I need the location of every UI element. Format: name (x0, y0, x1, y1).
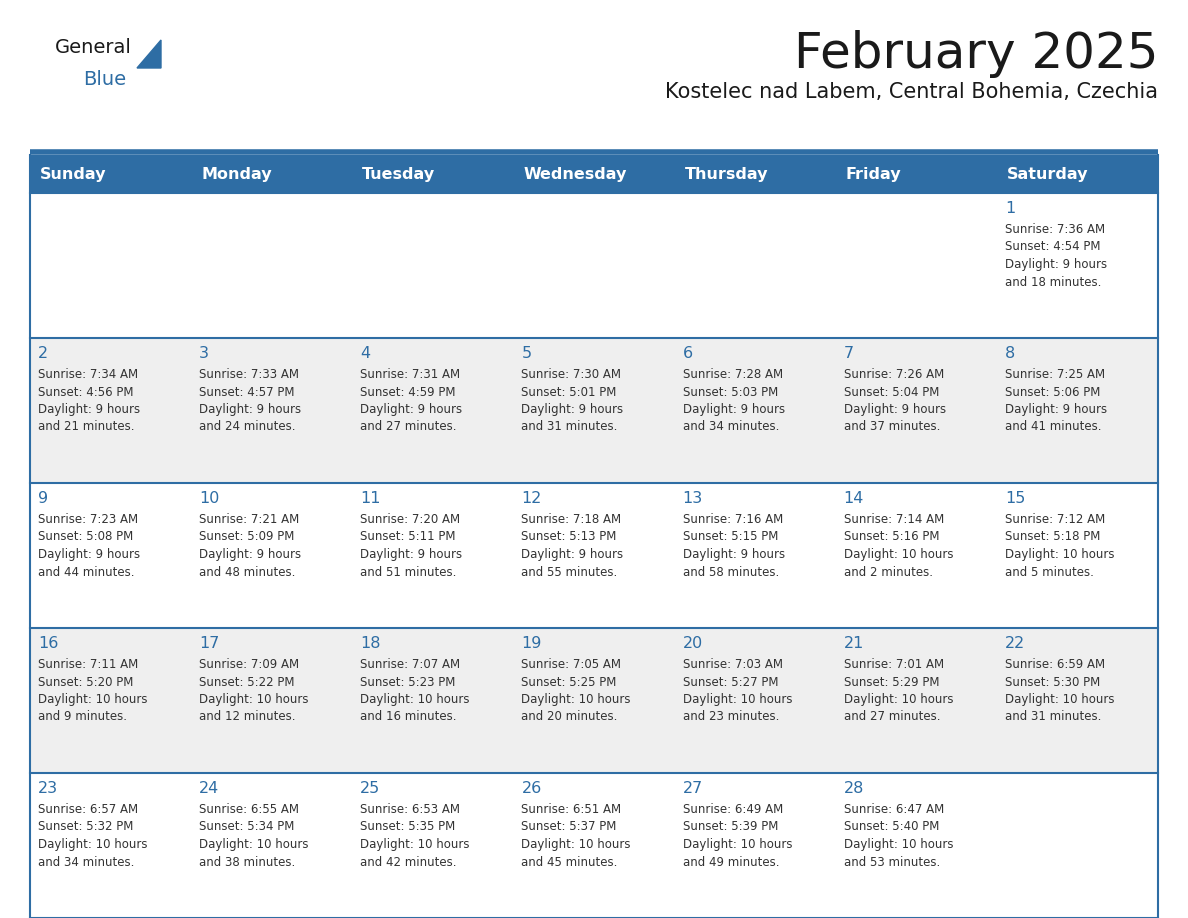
Text: Sunrise: 7:31 AM
Sunset: 4:59 PM
Daylight: 9 hours
and 27 minutes.: Sunrise: 7:31 AM Sunset: 4:59 PM Dayligh… (360, 368, 462, 433)
Text: Sunrise: 7:09 AM
Sunset: 5:22 PM
Daylight: 10 hours
and 12 minutes.: Sunrise: 7:09 AM Sunset: 5:22 PM Dayligh… (200, 658, 309, 723)
Text: 11: 11 (360, 491, 381, 506)
Text: 1: 1 (1005, 201, 1015, 216)
Text: Sunrise: 6:51 AM
Sunset: 5:37 PM
Daylight: 10 hours
and 45 minutes.: Sunrise: 6:51 AM Sunset: 5:37 PM Dayligh… (522, 803, 631, 868)
Text: 28: 28 (843, 781, 864, 796)
Text: Sunrise: 7:20 AM
Sunset: 5:11 PM
Daylight: 9 hours
and 51 minutes.: Sunrise: 7:20 AM Sunset: 5:11 PM Dayligh… (360, 513, 462, 578)
Text: 23: 23 (38, 781, 58, 796)
Text: Sunrise: 7:05 AM
Sunset: 5:25 PM
Daylight: 10 hours
and 20 minutes.: Sunrise: 7:05 AM Sunset: 5:25 PM Dayligh… (522, 658, 631, 723)
Text: Monday: Monday (201, 166, 272, 182)
Text: 19: 19 (522, 636, 542, 651)
Text: 3: 3 (200, 346, 209, 361)
Text: 25: 25 (360, 781, 380, 796)
Text: 2: 2 (38, 346, 49, 361)
Bar (30, 155, 1158, 193)
Text: Sunrise: 7:30 AM
Sunset: 5:01 PM
Daylight: 9 hours
and 31 minutes.: Sunrise: 7:30 AM Sunset: 5:01 PM Dayligh… (522, 368, 624, 433)
Text: 24: 24 (200, 781, 220, 796)
Text: Thursday: Thursday (684, 166, 769, 182)
Text: 4: 4 (360, 346, 371, 361)
Text: 12: 12 (522, 491, 542, 506)
Text: Sunrise: 6:49 AM
Sunset: 5:39 PM
Daylight: 10 hours
and 49 minutes.: Sunrise: 6:49 AM Sunset: 5:39 PM Dayligh… (683, 803, 792, 868)
Text: Sunrise: 6:57 AM
Sunset: 5:32 PM
Daylight: 10 hours
and 34 minutes.: Sunrise: 6:57 AM Sunset: 5:32 PM Dayligh… (38, 803, 147, 868)
Text: Blue: Blue (83, 70, 126, 89)
Text: Sunrise: 6:55 AM
Sunset: 5:34 PM
Daylight: 10 hours
and 38 minutes.: Sunrise: 6:55 AM Sunset: 5:34 PM Dayligh… (200, 803, 309, 868)
Text: 14: 14 (843, 491, 864, 506)
Text: Sunrise: 7:14 AM
Sunset: 5:16 PM
Daylight: 10 hours
and 2 minutes.: Sunrise: 7:14 AM Sunset: 5:16 PM Dayligh… (843, 513, 953, 578)
Text: 26: 26 (522, 781, 542, 796)
Text: Sunrise: 7:36 AM
Sunset: 4:54 PM
Daylight: 9 hours
and 18 minutes.: Sunrise: 7:36 AM Sunset: 4:54 PM Dayligh… (1005, 223, 1107, 288)
Text: Sunrise: 7:03 AM
Sunset: 5:27 PM
Daylight: 10 hours
and 23 minutes.: Sunrise: 7:03 AM Sunset: 5:27 PM Dayligh… (683, 658, 792, 723)
Text: Friday: Friday (846, 166, 902, 182)
Text: Kostelec nad Labem, Central Bohemia, Czechia: Kostelec nad Labem, Central Bohemia, Cze… (665, 82, 1158, 102)
Text: 16: 16 (38, 636, 58, 651)
Text: February 2025: February 2025 (794, 30, 1158, 78)
Text: Sunrise: 7:12 AM
Sunset: 5:18 PM
Daylight: 10 hours
and 5 minutes.: Sunrise: 7:12 AM Sunset: 5:18 PM Dayligh… (1005, 513, 1114, 578)
Text: Sunrise: 7:33 AM
Sunset: 4:57 PM
Daylight: 9 hours
and 24 minutes.: Sunrise: 7:33 AM Sunset: 4:57 PM Dayligh… (200, 368, 302, 433)
Bar (30, 483, 1158, 628)
Bar (30, 773, 1158, 918)
Text: Sunrise: 6:59 AM
Sunset: 5:30 PM
Daylight: 10 hours
and 31 minutes.: Sunrise: 6:59 AM Sunset: 5:30 PM Dayligh… (1005, 658, 1114, 723)
Text: Saturday: Saturday (1007, 166, 1088, 182)
Text: Sunrise: 7:23 AM
Sunset: 5:08 PM
Daylight: 9 hours
and 44 minutes.: Sunrise: 7:23 AM Sunset: 5:08 PM Dayligh… (38, 513, 140, 578)
Text: Sunrise: 6:53 AM
Sunset: 5:35 PM
Daylight: 10 hours
and 42 minutes.: Sunrise: 6:53 AM Sunset: 5:35 PM Dayligh… (360, 803, 469, 868)
Text: 22: 22 (1005, 636, 1025, 651)
Text: 9: 9 (38, 491, 49, 506)
Text: 21: 21 (843, 636, 864, 651)
Text: Sunrise: 7:21 AM
Sunset: 5:09 PM
Daylight: 9 hours
and 48 minutes.: Sunrise: 7:21 AM Sunset: 5:09 PM Dayligh… (200, 513, 302, 578)
Text: General: General (55, 38, 132, 57)
Text: 15: 15 (1005, 491, 1025, 506)
Text: 8: 8 (1005, 346, 1015, 361)
Text: Sunday: Sunday (40, 166, 107, 182)
Text: Sunrise: 7:28 AM
Sunset: 5:03 PM
Daylight: 9 hours
and 34 minutes.: Sunrise: 7:28 AM Sunset: 5:03 PM Dayligh… (683, 368, 785, 433)
Text: Sunrise: 7:25 AM
Sunset: 5:06 PM
Daylight: 9 hours
and 41 minutes.: Sunrise: 7:25 AM Sunset: 5:06 PM Dayligh… (1005, 368, 1107, 433)
Text: Sunrise: 7:16 AM
Sunset: 5:15 PM
Daylight: 9 hours
and 58 minutes.: Sunrise: 7:16 AM Sunset: 5:15 PM Dayligh… (683, 513, 785, 578)
Text: 7: 7 (843, 346, 854, 361)
Text: Wednesday: Wednesday (524, 166, 627, 182)
Text: Sunrise: 7:26 AM
Sunset: 5:04 PM
Daylight: 9 hours
and 37 minutes.: Sunrise: 7:26 AM Sunset: 5:04 PM Dayligh… (843, 368, 946, 433)
Text: 17: 17 (200, 636, 220, 651)
Text: 10: 10 (200, 491, 220, 506)
Bar (30, 338, 1158, 483)
Bar (30, 628, 1158, 773)
Text: 13: 13 (683, 491, 703, 506)
Text: Sunrise: 6:47 AM
Sunset: 5:40 PM
Daylight: 10 hours
and 53 minutes.: Sunrise: 6:47 AM Sunset: 5:40 PM Dayligh… (843, 803, 953, 868)
Text: Sunrise: 7:07 AM
Sunset: 5:23 PM
Daylight: 10 hours
and 16 minutes.: Sunrise: 7:07 AM Sunset: 5:23 PM Dayligh… (360, 658, 469, 723)
Text: 27: 27 (683, 781, 703, 796)
Text: 5: 5 (522, 346, 531, 361)
Bar (30, 193, 1158, 338)
Text: 20: 20 (683, 636, 703, 651)
Text: 6: 6 (683, 346, 693, 361)
Text: Sunrise: 7:18 AM
Sunset: 5:13 PM
Daylight: 9 hours
and 55 minutes.: Sunrise: 7:18 AM Sunset: 5:13 PM Dayligh… (522, 513, 624, 578)
Text: 18: 18 (360, 636, 381, 651)
Text: Sunrise: 7:34 AM
Sunset: 4:56 PM
Daylight: 9 hours
and 21 minutes.: Sunrise: 7:34 AM Sunset: 4:56 PM Dayligh… (38, 368, 140, 433)
Text: Sunrise: 7:11 AM
Sunset: 5:20 PM
Daylight: 10 hours
and 9 minutes.: Sunrise: 7:11 AM Sunset: 5:20 PM Dayligh… (38, 658, 147, 723)
Text: Tuesday: Tuesday (362, 166, 436, 182)
Polygon shape (137, 40, 162, 68)
Text: Sunrise: 7:01 AM
Sunset: 5:29 PM
Daylight: 10 hours
and 27 minutes.: Sunrise: 7:01 AM Sunset: 5:29 PM Dayligh… (843, 658, 953, 723)
